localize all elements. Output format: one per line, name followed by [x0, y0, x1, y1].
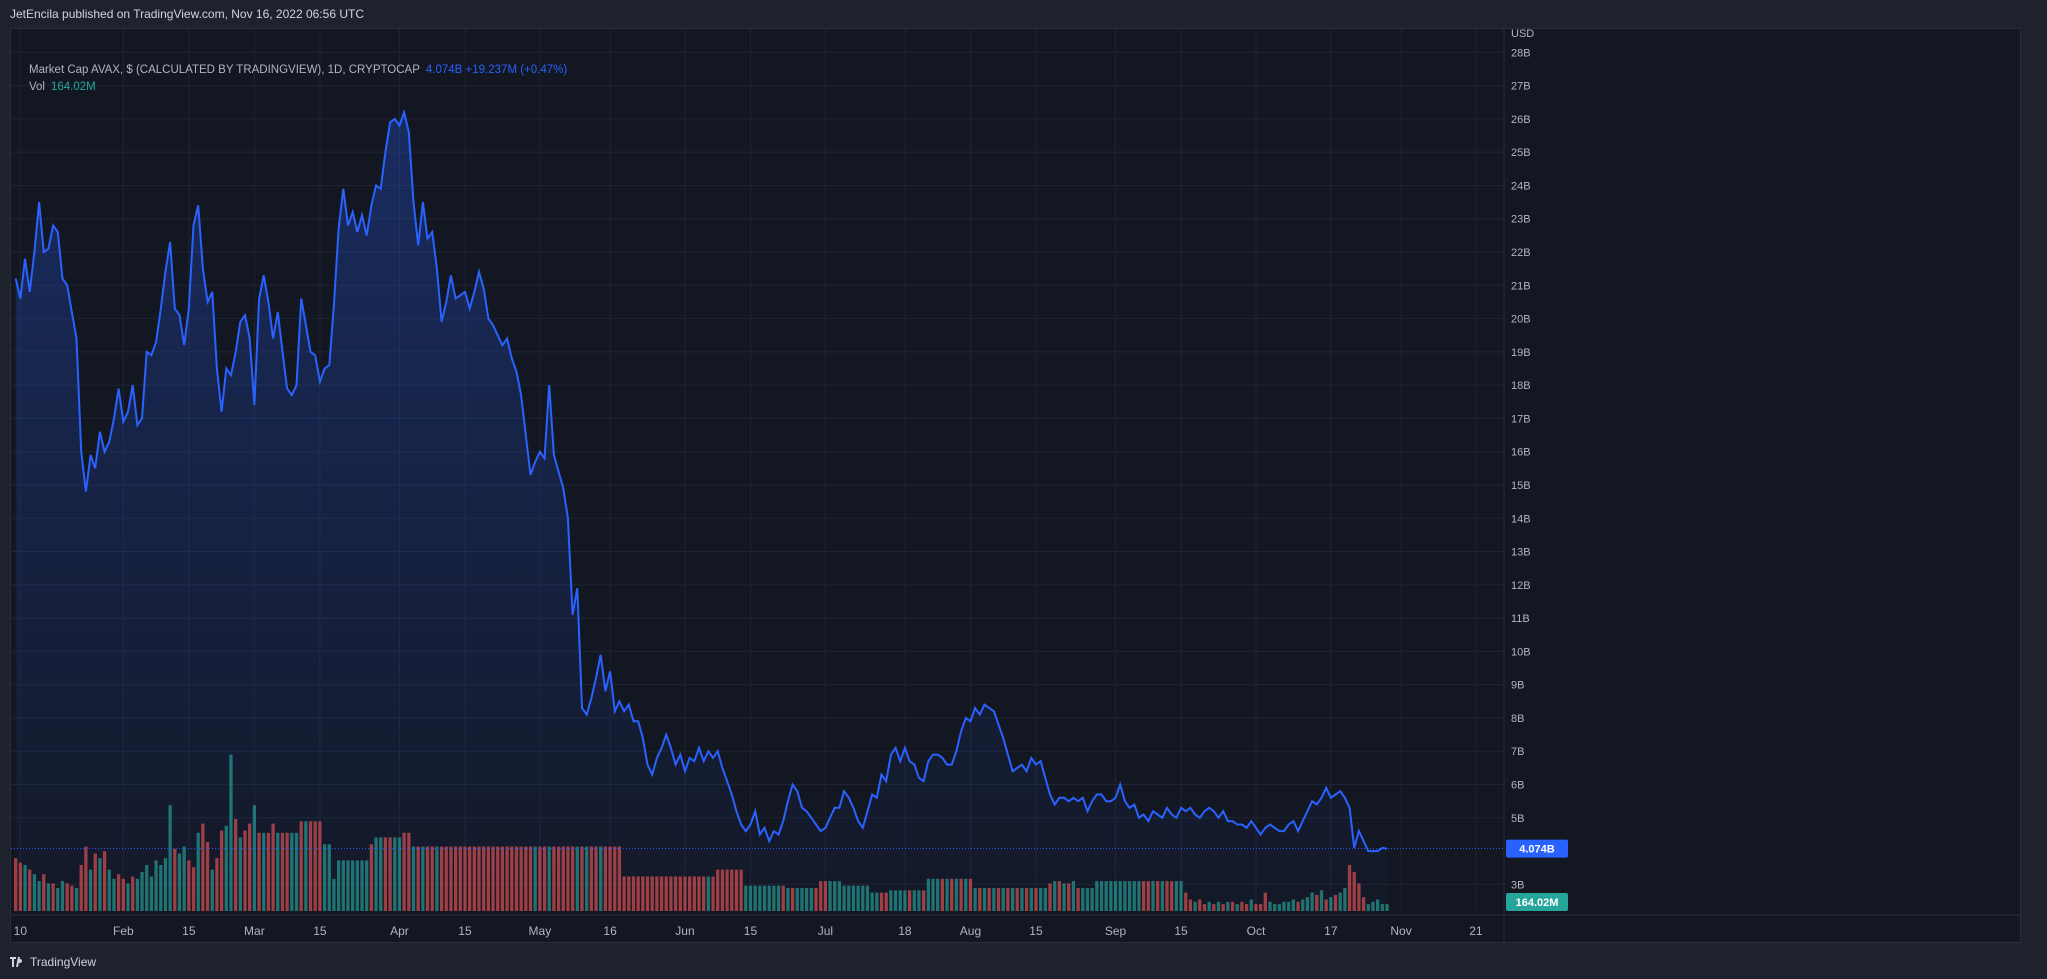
tradingview-logo[interactable]: TradingView	[10, 955, 96, 969]
x-tick-label: May	[529, 924, 552, 938]
x-tick-label: Jul	[818, 924, 833, 938]
x-tick-label: 15	[1174, 924, 1188, 938]
y-tick-label: 6B	[1511, 780, 1524, 792]
y-tick-label: 22B	[1511, 247, 1531, 259]
y-tick-label: 11B	[1511, 613, 1530, 625]
tradingview-icon	[10, 957, 23, 967]
y-tick-label: 9B	[1511, 680, 1524, 692]
y-tick-label: 3B	[1511, 879, 1524, 891]
volume-value-badge	[1506, 893, 1568, 911]
publish-info: JetEncila published on TradingView.com, …	[10, 7, 364, 21]
market-cap-line	[14, 108, 1388, 853]
y-tick-label: 13B	[1511, 547, 1531, 559]
y-tick-label: 8B	[1511, 713, 1524, 725]
x-tick-label: 16	[603, 924, 617, 938]
y-tick-label: 25B	[1511, 147, 1531, 159]
chart-panel[interactable]: 3B 5B 6B 7B 8B 9B 10B 11B 12B 13B 14B 15B 16B 17B 18B 1…	[10, 28, 2021, 943]
series-value: 4.074B +19.237M (+0.47%)	[425, 64, 568, 76]
x-tick-label: 10	[14, 924, 28, 938]
x-tick-label: 17	[1324, 924, 1338, 938]
x-tick-label: Apr	[390, 924, 409, 938]
last-value-badge	[1506, 839, 1568, 858]
x-tick-label: 21	[1469, 924, 1483, 938]
x-tick-label: Nov	[1390, 924, 1411, 938]
y-tick-label: 15B	[1511, 480, 1531, 492]
volume-value-label: 164.02M	[1516, 897, 1559, 909]
x-tick-label: 15	[458, 924, 472, 938]
y-tick-label: 5B	[1511, 813, 1524, 825]
y-tick-label: 21B	[1511, 280, 1531, 292]
market-cap-chart[interactable]: 3B 5B 6B 7B 8B 9B 10B 11B 12B 13B 14B 15B 16B 17B 18B 1…	[11, 29, 2020, 942]
last-value-label: 4.074B	[1519, 844, 1555, 856]
x-tick-label: 18	[898, 924, 912, 938]
y-tick-label: 12B	[1511, 580, 1531, 592]
volume-label: Vol	[29, 81, 45, 93]
price-axis[interactable]: 3B 5B 6B 7B 8B 9B 10B 11B 12B 13B 14B 15B 16B 17B 18B 1…	[1506, 29, 1568, 911]
x-tick-label: Oct	[1247, 924, 1266, 938]
volume-legend[interactable]: Vol 164.02M	[29, 81, 96, 93]
brand-name: TradingView	[30, 955, 97, 969]
x-tick-label: Mar	[244, 924, 265, 938]
x-tick-label: 15	[182, 924, 196, 938]
market-cap-area	[15, 112, 1388, 911]
y-tick-label: 28B	[1511, 47, 1531, 59]
time-axis[interactable]: 10 Feb 15 Mar 15 Apr 15 May 16 Jun 15 Jul 18 Aug 15 Sep…	[14, 924, 1483, 938]
y-tick-label: 16B	[1511, 447, 1531, 459]
y-tick-label: 27B	[1511, 81, 1531, 93]
currency-label: USD	[1511, 29, 1534, 40]
x-tick-label: 15	[313, 924, 327, 938]
y-tick-label: 14B	[1511, 513, 1531, 525]
volume-bar	[14, 858, 18, 911]
y-tick-label: 7B	[1511, 746, 1524, 758]
volume-value: 164.02M	[51, 81, 96, 93]
series-title: Market Cap AVAX, $ (CALCULATED BY TRADIN…	[29, 64, 420, 76]
y-tick-label: 19B	[1511, 347, 1531, 359]
y-tick-label: 20B	[1511, 314, 1531, 326]
y-tick-label: 17B	[1511, 413, 1531, 425]
series-legend[interactable]: Market Cap AVAX, $ (CALCULATED BY TRADIN…	[29, 64, 567, 76]
x-tick-label: Jun	[675, 924, 694, 938]
y-tick-label: 23B	[1511, 214, 1531, 226]
y-tick-label: 26B	[1511, 114, 1531, 126]
x-tick-label: Feb	[113, 924, 134, 938]
x-tick-label: Aug	[960, 924, 981, 938]
y-tick-label: 10B	[1511, 646, 1531, 658]
y-tick-label: 24B	[1511, 180, 1531, 192]
x-tick-label: Sep	[1105, 924, 1127, 938]
x-tick-label: 15	[744, 924, 758, 938]
x-tick-label: 15	[1029, 924, 1043, 938]
y-tick-label: 18B	[1511, 380, 1531, 392]
